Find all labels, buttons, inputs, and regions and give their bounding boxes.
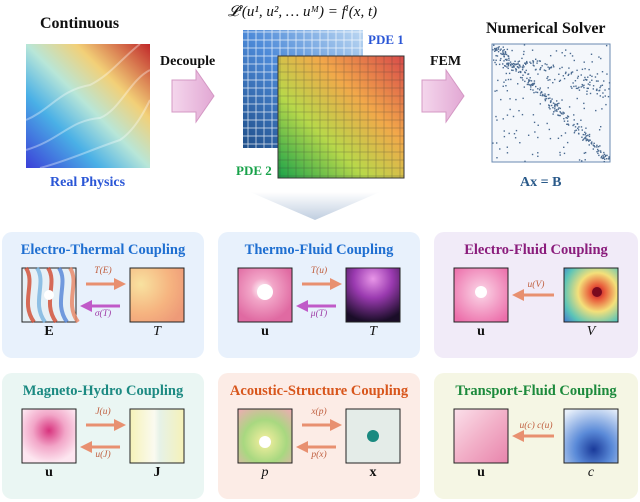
left-variable-label: p [261,465,269,480]
pde1-label: PDE 1 [368,32,404,47]
panel-title: Electro-Thermal Coupling [20,242,186,258]
fem-arrow [421,68,465,124]
right-field-image [563,408,619,464]
right-variable-label: J [153,465,161,480]
right-field-image [563,267,619,323]
right-field-image [129,408,185,464]
panel-title: Electro-Fluid Coupling [464,242,608,258]
decouple-arrow [171,68,215,124]
continuous-title: Continuous [40,15,120,32]
left-field-image [21,408,77,464]
backward-arrow-label: u(c) c(u) [519,421,553,431]
panel-graphics [237,267,401,323]
coupling-panel-3: Electro-Fluid Coupling u(V) u V [434,232,638,358]
pde2-grid [277,55,405,179]
backward-arrow-label: u(V) [527,280,545,290]
left-variable-label: u [261,324,269,339]
coupling-panel-5: Acoustic-Structure Coupling x(p) p(x) p x [218,373,420,499]
system-equation: Ax = B [520,175,562,190]
panel-graphics [453,408,619,464]
panel-graphics [21,266,185,324]
forward-arrow-label: T(E) [94,266,112,276]
panel-title: Transport-Fluid Coupling [455,383,617,399]
sparse-matrix-image [491,43,611,163]
coupling-panel-2: Thermo-Fluid Coupling T(u) μ(T) u T [218,232,420,358]
backward-arrow-label: σ(T) [94,309,112,319]
backward-arrow-label: p(x) [311,450,327,460]
decouple-label: Decouple [160,54,216,69]
numerical-solver-title: Numerical Solver [486,20,606,37]
right-field-image [129,267,185,323]
panel-graphics [21,408,185,464]
panel-title: Thermo-Fluid Coupling [244,242,394,258]
pde-equation: 𝓛ⁱ(u¹, u², … uᴹ) = fⁱ(x, t) [228,4,378,20]
left-field-image [453,408,509,464]
left-variable-label: u [477,465,485,480]
backward-arrow-label: μ(T) [310,309,328,319]
continuous-field-image [25,43,151,169]
panel-title: Acoustic-Structure Coupling [229,383,409,399]
right-variable-label: T [153,324,161,339]
backward-arrow-label: u(J) [95,450,111,460]
panel-graphics [237,408,401,464]
real-physics-label: Real Physics [50,175,126,190]
coupling-panel-6: Transport-Fluid Coupling u(c) c(u) u c [434,373,638,499]
fem-label: FEM [430,54,462,69]
left-variable-label: E [44,324,54,339]
right-variable-label: V [586,324,596,339]
right-field-image [345,267,401,323]
right-variable-label: T [369,324,377,339]
forward-arrow-label: T(u) [310,266,328,276]
down-arrow [250,192,380,220]
coupling-panel-1: Electro-Thermal Coupling T(E) σ(T) E T [2,232,204,358]
panel-graphics [453,267,619,323]
forward-arrow-label: J(u) [95,407,111,417]
coupling-panel-4: Magneto-Hydro Coupling J(u) u(J) u J [2,373,204,499]
forward-arrow-label: x(p) [311,407,327,417]
pde2-label: PDE 2 [236,163,272,178]
right-variable-label: c [587,465,595,480]
right-variable-label: x [369,465,377,480]
left-variable-label: u [45,465,53,480]
panel-title: Magneto-Hydro Coupling [22,383,184,399]
left-variable-label: u [477,324,485,339]
